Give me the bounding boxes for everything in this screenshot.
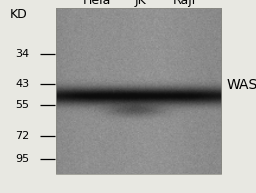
Text: Raji: Raji [173,0,196,7]
Bar [56,8,221,174]
Text: Hela: Hela [83,0,111,7]
Text: 55: 55 [15,100,29,110]
Text: 95: 95 [15,154,29,164]
Text: KD: KD [10,8,28,21]
Text: JK: JK [135,0,147,7]
Text: WASP: WASP [227,78,256,92]
Text: 72: 72 [15,131,29,141]
Text: 43: 43 [15,79,29,89]
Text: 34: 34 [15,49,29,59]
